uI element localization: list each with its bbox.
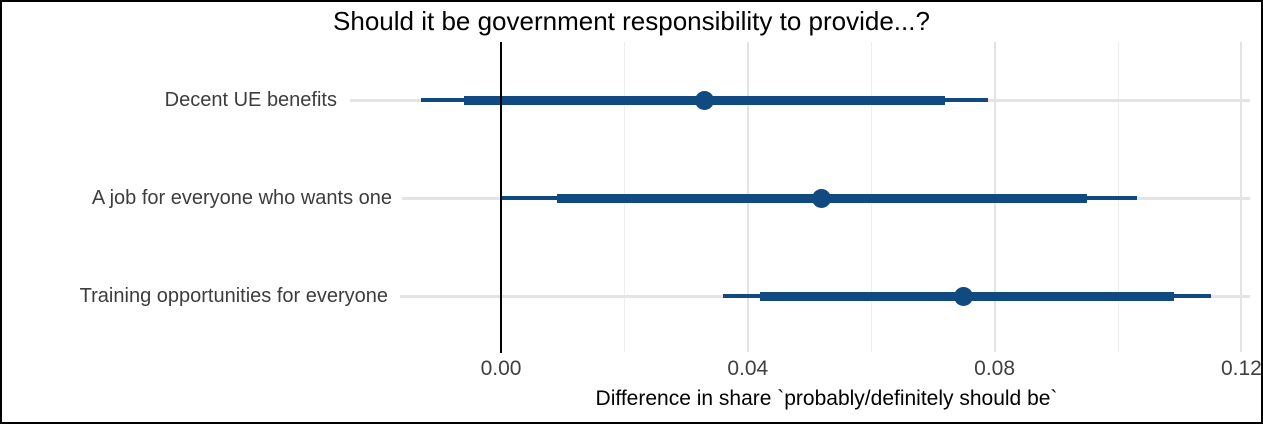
x-tick-label: 0.00	[480, 357, 522, 380]
estimate-point	[812, 188, 832, 208]
estimate-point	[695, 90, 715, 110]
x-tick-label: 0.12	[1220, 357, 1262, 380]
y-axis-label: Training opportunities for everyone	[79, 285, 388, 307]
zero-reference-line	[500, 42, 502, 353]
chart-title: Should it be government responsibility t…	[333, 6, 930, 36]
x-axis-title: Difference in share `probably/definitely…	[595, 387, 1058, 410]
y-axis-label: Decent UE benefits	[164, 89, 337, 111]
estimate-point	[954, 286, 974, 306]
y-axis-label: A job for everyone who wants one	[91, 187, 392, 209]
x-tick-label: 0.04	[727, 357, 769, 380]
x-tick-label: 0.08	[974, 357, 1016, 380]
